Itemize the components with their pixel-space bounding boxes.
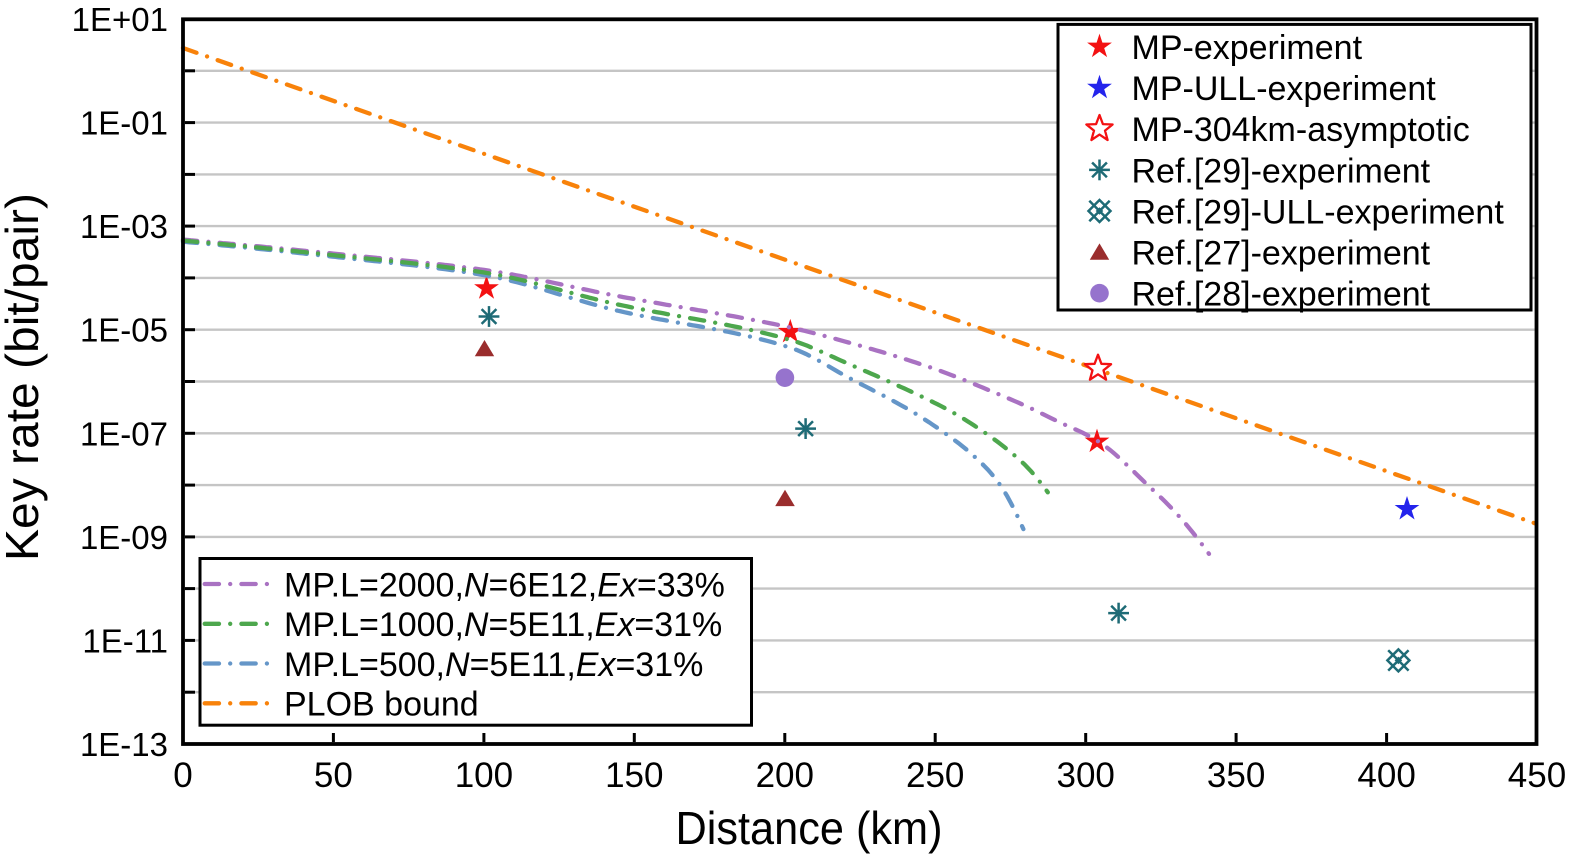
svg-text:350: 350 (1207, 756, 1265, 795)
svg-text:250: 250 (906, 756, 964, 795)
svg-text:1E-01: 1E-01 (80, 105, 168, 142)
svg-text:1E-11: 1E-11 (82, 622, 168, 659)
svg-text:1E+01: 1E+01 (72, 1, 168, 38)
svg-text:Ref.[29]-experiment: Ref.[29]-experiment (1132, 152, 1431, 190)
svg-text:1E-07: 1E-07 (80, 415, 168, 452)
svg-text:50: 50 (314, 756, 353, 795)
svg-text:150: 150 (605, 756, 663, 795)
svg-text:300: 300 (1056, 756, 1114, 795)
svg-text:MP-experiment: MP-experiment (1132, 29, 1363, 67)
svg-text:MP.L=2000,N=6E12,Ex=33%: MP.L=2000,N=6E12,Ex=33% (284, 566, 725, 604)
svg-text:0: 0 (173, 756, 192, 795)
svg-text:Ref.[29]-ULL-experiment: Ref.[29]-ULL-experiment (1132, 193, 1505, 231)
svg-text:Distance (km): Distance (km) (676, 802, 943, 854)
svg-text:Key rate (bit/pair): Key rate (bit/pair) (0, 193, 48, 561)
svg-text:MP.L=500,N=5E11,Ex=31%: MP.L=500,N=5E11,Ex=31% (284, 646, 703, 684)
svg-text:200: 200 (756, 756, 814, 795)
svg-text:MP-ULL-experiment: MP-ULL-experiment (1132, 70, 1437, 108)
svg-text:MP.L=1000,N=5E11,Ex=31%: MP.L=1000,N=5E11,Ex=31% (284, 606, 722, 644)
svg-text:Ref.[28]-experiment: Ref.[28]-experiment (1132, 276, 1431, 314)
svg-text:PLOB bound: PLOB bound (284, 686, 479, 724)
svg-text:1E-03: 1E-03 (80, 208, 168, 245)
svg-text:450: 450 (1508, 756, 1566, 795)
svg-text:Ref.[27]-experiment: Ref.[27]-experiment (1132, 235, 1431, 273)
svg-text:MP-304km-asymptotic: MP-304km-asymptotic (1132, 111, 1470, 149)
svg-text:100: 100 (455, 756, 513, 795)
svg-text:400: 400 (1357, 756, 1415, 795)
svg-text:1E-09: 1E-09 (80, 519, 168, 556)
svg-text:1E-13: 1E-13 (80, 726, 168, 763)
svg-text:1E-05: 1E-05 (80, 312, 168, 349)
